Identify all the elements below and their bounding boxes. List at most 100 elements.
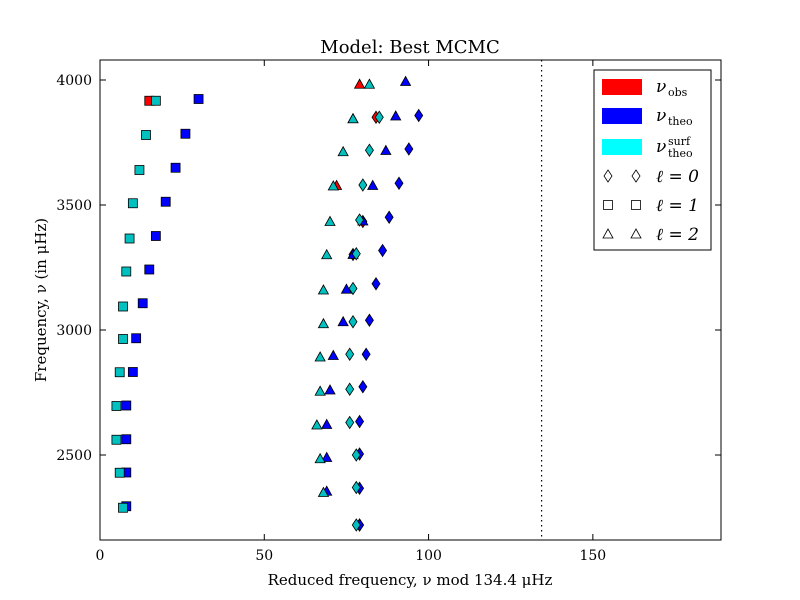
data-point (137, 298, 148, 309)
data-point (380, 144, 392, 155)
data-point (351, 518, 361, 532)
data-point (353, 78, 366, 89)
legend-marker-icon (603, 169, 613, 183)
data-point (118, 502, 128, 513)
plot-frame (99, 59, 722, 541)
data-point (314, 351, 326, 362)
data-point (327, 349, 339, 360)
data-point (144, 264, 155, 275)
legend-marker-icon (631, 200, 641, 210)
data-point (378, 243, 388, 258)
data-point (358, 178, 368, 192)
y-tick-label: 4000 (56, 73, 92, 89)
axis-ticks: 0 50 100 150 2500 3000 3500 4000 (56, 60, 721, 564)
legend-label: ν theo (656, 106, 693, 128)
data-point (348, 315, 358, 329)
data-point (324, 384, 336, 395)
legend: ν obs ν theo ν surf theo ℓ = 0 ℓ = 1 ℓ = 2 (593, 69, 712, 251)
data-point (351, 480, 361, 495)
data-point (150, 95, 161, 106)
data-point (317, 486, 330, 497)
data-point (111, 434, 122, 445)
data-point (170, 162, 181, 173)
legend-marker-label: ℓ = 0 (656, 167, 699, 187)
data-point (414, 108, 424, 123)
y-tick-label: 2500 (56, 448, 92, 464)
data-point (118, 334, 128, 344)
legend-marker-label: ℓ = 1 (656, 196, 699, 216)
data-point (317, 284, 330, 295)
data-point (390, 110, 402, 121)
data-point (358, 380, 368, 394)
data-point (321, 451, 333, 462)
data-point (160, 196, 171, 207)
data-point (404, 142, 414, 156)
data-point (371, 277, 381, 291)
data-point (351, 247, 361, 261)
data-point (317, 317, 330, 329)
x-axis-label: Reduced frequency, ν mod 134.4 μHz (268, 571, 553, 589)
data-point (121, 266, 132, 277)
data-point (355, 414, 365, 429)
data-point (345, 382, 355, 396)
data-point (399, 75, 412, 86)
data-point (363, 78, 376, 89)
data-point (180, 128, 191, 139)
data-point (347, 112, 359, 124)
data-point (321, 418, 333, 429)
legend-label: ν surf theo (656, 135, 693, 160)
chart-title: Model: Best MCMC (320, 37, 499, 58)
data-point (337, 315, 349, 327)
data-point (314, 385, 326, 396)
data-point (134, 165, 145, 175)
data-point (114, 367, 125, 378)
data-point (327, 180, 339, 191)
legend-marker-icon (631, 169, 641, 183)
legend-marker-icon (603, 200, 613, 210)
data-point (324, 215, 336, 226)
legend-swatch (602, 79, 642, 95)
data-point (314, 452, 326, 464)
data-point (193, 94, 204, 104)
legend-marker-icon (602, 228, 614, 239)
legend-marker-icon (630, 228, 642, 239)
data-point (141, 130, 151, 140)
data-point (127, 198, 138, 209)
legend-marker-label: ℓ = 2 (656, 225, 699, 245)
data-point (345, 415, 355, 430)
data-marks (111, 75, 424, 532)
data-point (150, 231, 161, 241)
x-tick-label: 150 (579, 548, 606, 564)
data-point (127, 367, 138, 377)
data-point (355, 213, 365, 227)
data-point (118, 301, 128, 312)
data-point (364, 143, 374, 157)
data-point (131, 333, 142, 344)
data-point (111, 401, 122, 411)
data-point (348, 281, 358, 296)
data-point (121, 400, 132, 411)
data-point (114, 467, 125, 478)
data-point (337, 145, 349, 157)
legend-swatch (602, 139, 642, 155)
data-point (321, 248, 333, 260)
data-point (364, 313, 374, 327)
x-tick-label: 50 (255, 548, 273, 564)
x-tick-label: 0 (96, 548, 105, 564)
data-point (345, 347, 355, 361)
legend-entries: ν obs ν theo ν surf theo ℓ = 0 ℓ = 1 ℓ = 2 (602, 77, 699, 245)
legend-swatch (602, 108, 642, 124)
y-tick-label: 3000 (56, 323, 92, 339)
legend-frame (593, 69, 712, 251)
legend-label: ν obs (656, 77, 688, 99)
data-point (384, 210, 394, 224)
y-tick-label: 3500 (56, 198, 92, 214)
data-point (124, 233, 135, 244)
data-point (367, 179, 379, 190)
data-point (311, 419, 323, 430)
y-axis-label: Frequency, ν (in μHz) (32, 218, 50, 382)
data-point (374, 110, 384, 124)
data-point (351, 448, 361, 462)
data-point (361, 347, 371, 361)
